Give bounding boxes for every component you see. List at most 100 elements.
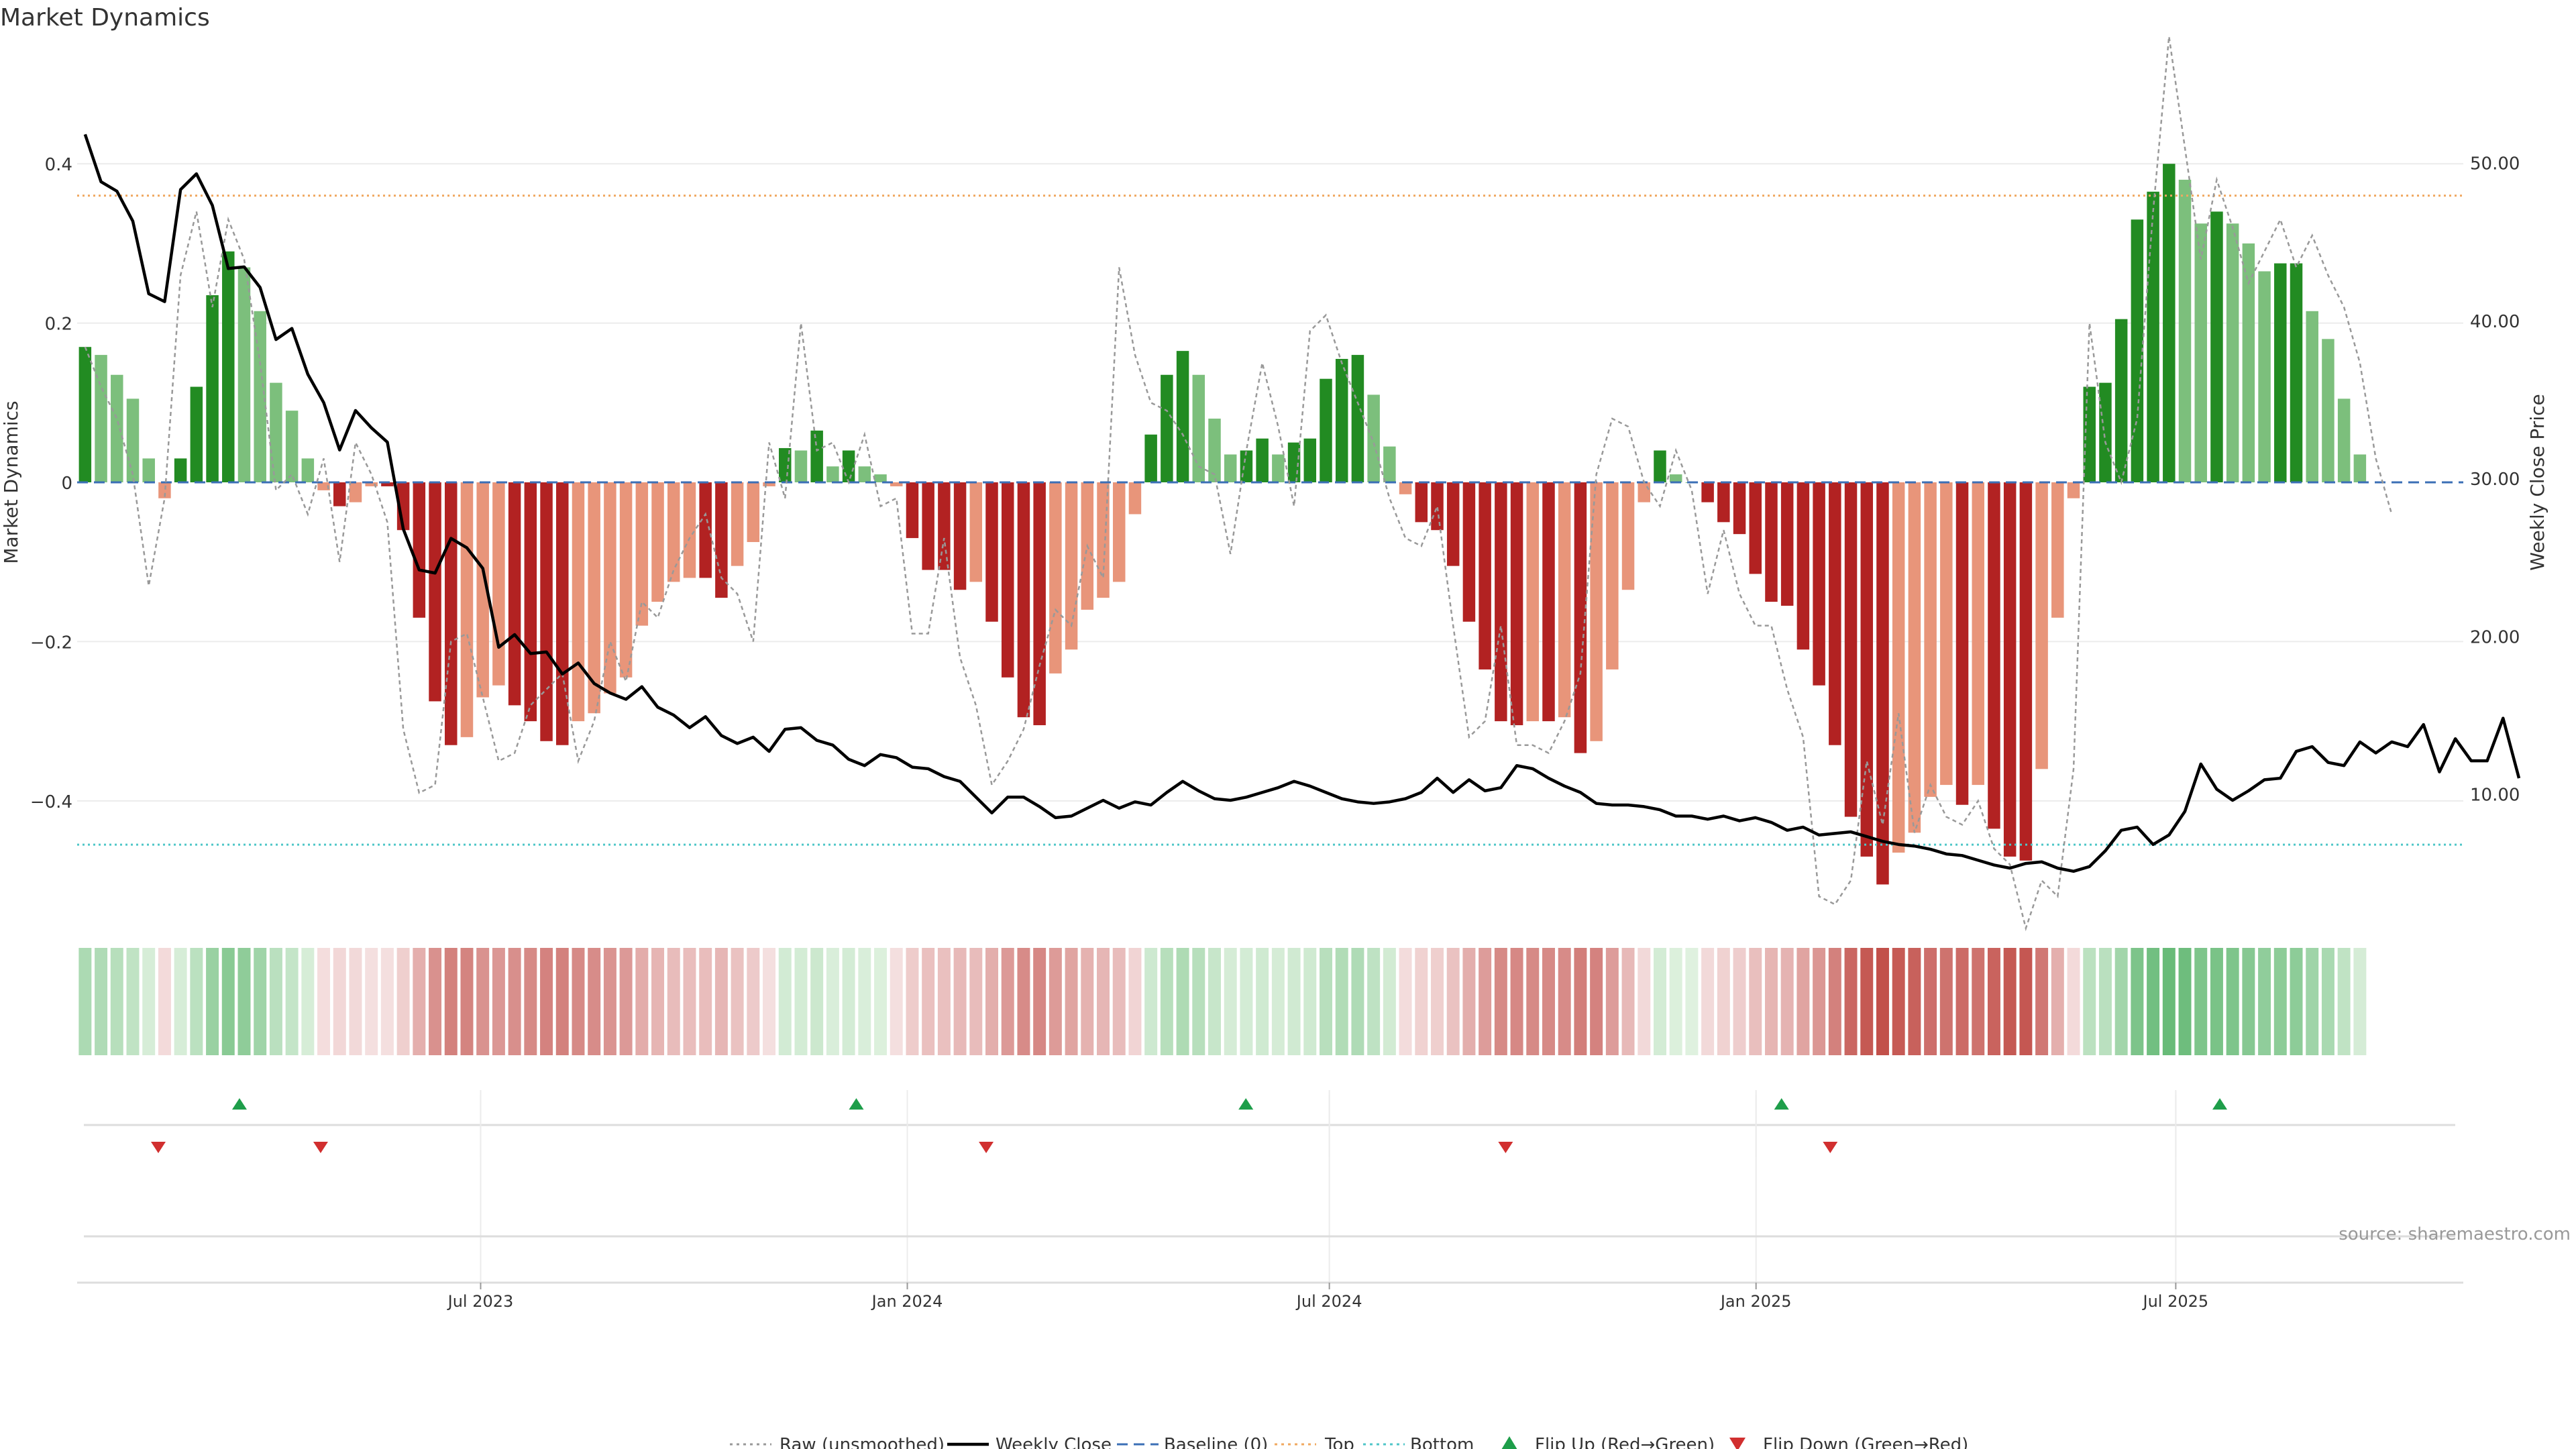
heat-cell	[365, 948, 378, 1055]
heat-cell	[1033, 948, 1046, 1055]
heat-cell	[1828, 948, 1841, 1055]
heat-cell	[2162, 948, 2176, 1055]
heat-cell	[2258, 948, 2271, 1055]
heat-cell	[1240, 948, 1253, 1055]
heat-cell	[1446, 948, 1460, 1055]
flip-up-marker	[1238, 1098, 1254, 1110]
bar	[2067, 482, 2080, 498]
heat-cell	[858, 948, 871, 1055]
heat-cell	[1271, 948, 1285, 1055]
bar	[922, 482, 934, 570]
bar	[1161, 374, 1173, 482]
heat-cell	[2337, 948, 2351, 1055]
heat-cell	[460, 948, 474, 1055]
bar	[906, 482, 919, 539]
legend-label: Flip Up (Red→Green)	[1535, 1435, 1715, 1449]
y-tick-label: −0.4	[30, 792, 72, 812]
bar	[2035, 482, 2048, 769]
bar	[985, 482, 998, 622]
bar	[2194, 223, 2207, 482]
heat-cell	[1558, 948, 1571, 1055]
y2-tick-label: 30.00	[2470, 470, 2520, 490]
bar	[1383, 446, 1396, 482]
bar	[476, 482, 489, 698]
heat-cell	[2083, 948, 2096, 1055]
bar	[1780, 482, 1794, 606]
bar	[2178, 179, 2192, 482]
heat-cell	[1192, 948, 1205, 1055]
bar	[1351, 355, 1364, 482]
bar	[842, 450, 855, 482]
legend-label: Baseline (0)	[1164, 1435, 1268, 1449]
heat-cell	[540, 948, 553, 1055]
heat-cell	[2290, 948, 2303, 1055]
heat-cell	[333, 948, 346, 1055]
heat-cell	[1955, 948, 1969, 1055]
heat-cell	[683, 948, 696, 1055]
heat-cell	[1176, 948, 1189, 1055]
heat-cell	[1399, 948, 1412, 1055]
bar	[1033, 482, 1046, 726]
bar	[1749, 482, 1762, 574]
bar	[1303, 438, 1317, 482]
bar	[317, 482, 330, 490]
bar	[285, 411, 299, 482]
heat-cell	[1256, 948, 1269, 1055]
bar	[1908, 482, 1921, 833]
heat-cell	[635, 948, 649, 1055]
y-tick-label: 0.4	[45, 155, 72, 175]
bar	[142, 458, 155, 482]
bar	[2163, 164, 2176, 482]
bar	[1431, 482, 1444, 531]
heat-cell	[1128, 948, 1142, 1055]
flip-up-marker	[849, 1098, 864, 1110]
bar	[1669, 474, 1682, 482]
y2-tick-label: 40.00	[2470, 312, 2520, 332]
heat-cell	[937, 948, 951, 1055]
bar	[381, 482, 394, 486]
bar	[1558, 482, 1571, 718]
heat-cell	[1669, 948, 1682, 1055]
bar	[1208, 419, 1221, 482]
heat-cell	[906, 948, 919, 1055]
heat-cell	[237, 948, 251, 1055]
heat-cell	[1972, 948, 1985, 1055]
left-y-axis: 0.4 0.2 0 −0.2 −0.4	[30, 155, 72, 812]
heat-cell	[301, 948, 315, 1055]
bar	[1526, 482, 1540, 722]
heat-cell	[1733, 948, 1746, 1055]
heat-cell	[2306, 948, 2319, 1055]
heat-cell	[714, 948, 728, 1055]
heat-cell	[2273, 948, 2287, 1055]
y-tick-label: 0.2	[45, 315, 72, 335]
bar	[1733, 482, 1746, 535]
heat-cell	[890, 948, 903, 1055]
bar	[2258, 271, 2271, 482]
bar	[1988, 482, 2000, 829]
bar	[1495, 482, 1507, 722]
heat-cell	[269, 948, 282, 1055]
flip-down-marker	[1498, 1142, 1513, 1153]
bar	[1001, 482, 1014, 678]
line-series	[77, 36, 2521, 932]
heat-cell	[763, 948, 776, 1055]
bar	[1813, 482, 1825, 686]
bar	[1542, 482, 1555, 722]
heat-cell	[747, 948, 760, 1055]
bar	[874, 474, 887, 482]
bar	[1621, 482, 1635, 590]
bar	[2210, 211, 2223, 482]
bar	[1829, 482, 1841, 745]
bar	[858, 466, 871, 482]
legend-flip-up-marker	[1501, 1436, 1517, 1449]
bar	[237, 267, 251, 482]
heat-cell	[1876, 948, 1889, 1055]
heat-cell	[1638, 948, 1651, 1055]
heat-cell	[1335, 948, 1348, 1055]
heat-cell	[444, 948, 458, 1055]
bar	[1144, 434, 1157, 482]
heat-cell	[2114, 948, 2128, 1055]
heat-cell	[667, 948, 680, 1055]
heat-cell	[2003, 948, 2017, 1055]
heat-cell	[2242, 948, 2255, 1055]
